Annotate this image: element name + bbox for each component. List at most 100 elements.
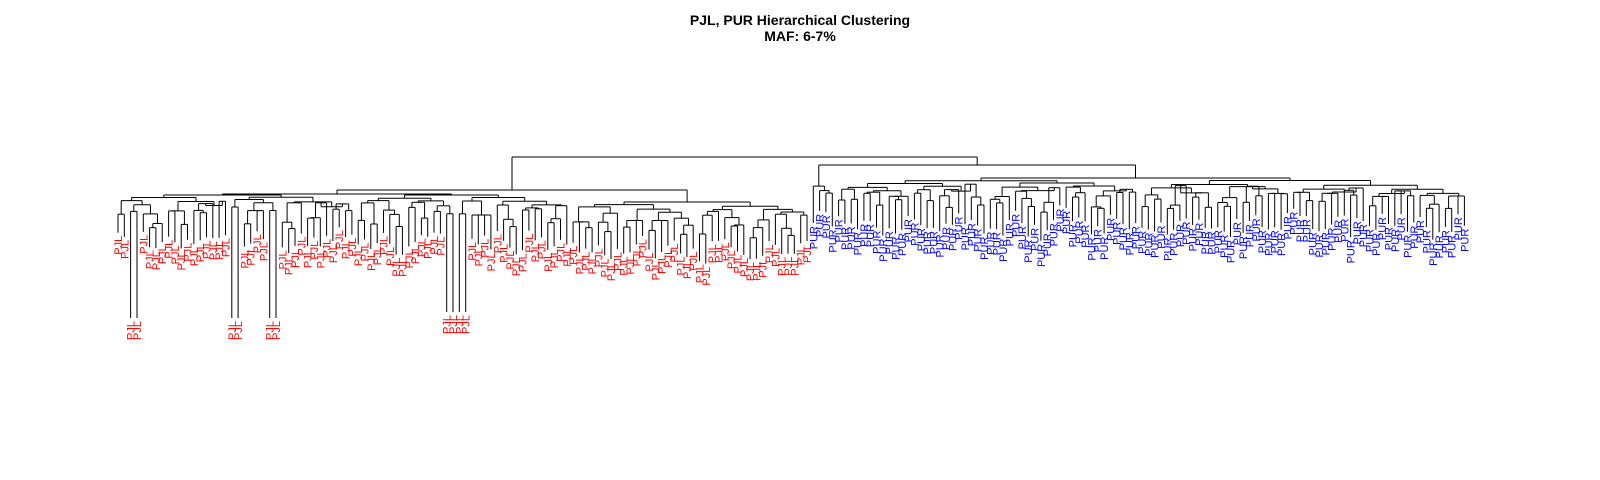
leaf-label: PUR [1181,222,1193,245]
leaf-label: PJL [284,256,296,275]
leaf-label: PUR [1017,226,1029,249]
leaf-label: PJL [739,258,751,277]
leaf-label: PJL [341,240,353,259]
leaf-label: PUR [1244,224,1256,247]
leaf-label: PJL [461,315,473,334]
leaf-label: PJL [581,252,593,271]
leaf-label: PUR [960,227,972,250]
leaf-label: PJL [183,243,195,262]
leaf-label: PUR [834,219,846,242]
leaf-label: PJL [454,315,466,334]
leaf-label: PUR [808,226,820,249]
leaf-label: PJL [246,247,258,266]
leaf-label: PJL [568,246,580,265]
leaf-label: PJL [397,258,409,277]
leaf-label: PUR [1150,235,1162,258]
leaf-label: PJL [195,243,207,262]
leaf-label: PJL [214,241,226,260]
leaf-label: PUR [840,227,852,250]
leaf-label: PJL [764,244,776,263]
leaf-label: PJL [492,234,504,253]
leaf-label: PJL [435,237,447,256]
leaf-label: PUR [1194,223,1206,246]
leaf-label: PJL [170,245,182,264]
leaf-label: PJL [271,321,283,340]
leaf-label: PJL [537,240,549,259]
leaf-label: PUR [992,232,1004,255]
leaf-label: PUR [1074,220,1086,243]
leaf-label: PJL [221,238,233,257]
chart-subtitle: MAF: 6-7% [764,28,836,44]
leaf-label: PJL [157,245,169,264]
leaf-label: PJL [366,252,378,271]
leaf-label: PUR [1061,211,1073,234]
leaf-label: PJL [612,252,624,271]
leaf-label: PUR [1137,231,1149,254]
leaf-label: PJL [208,241,220,260]
leaf-label: PJL [303,249,315,268]
leaf-label: PJL [638,239,650,258]
leaf-label: PJL [151,251,163,270]
leaf-label: PUR [1453,217,1465,240]
leaf-label: PUR [1295,219,1307,242]
leaf-label: PUR [922,231,934,254]
leaf-label: PJL [416,238,428,257]
leaf-label: PJL [751,262,763,281]
leaf-label: PUR [815,214,827,237]
leaf-label: PJL [164,240,176,259]
leaf-label: PUR [998,239,1010,262]
leaf-label: PUR [909,222,921,245]
leaf-label: PJL [113,236,125,255]
leaf-label: PUR [1377,217,1389,240]
leaf-label: PJL [410,245,422,264]
leaf-label: PUR [1099,237,1111,260]
leaf-label: PUR [1232,222,1244,245]
dendrogram-leaf-labels: PJLPJLPJLPJLPJLPJLPJLPJLPJLPJLPJLPJLPJLP… [113,208,1471,340]
leaf-label: PUR [1004,223,1016,246]
leaf-label: PJL [676,257,688,276]
leaf-label: PJL [252,234,264,253]
leaf-label: PUR [1188,228,1200,251]
leaf-label: PUR [1023,239,1035,262]
leaf-label: PJL [745,262,757,281]
leaf-label: PJL [309,241,321,260]
leaf-label: PUR [1320,232,1332,255]
leaf-label: PJL [467,242,479,261]
leaf-label: PJL [714,244,726,263]
leaf-label: PJL [644,253,656,272]
leaf-label: PJL [322,239,334,258]
leaf-label: PUR [1049,223,1061,246]
leaf-label: PUR [1447,235,1459,258]
leaf-label: PUR [1124,232,1136,255]
leaf-label: PUR [1226,240,1238,263]
leaf-label: PJL [511,257,523,276]
leaf-label: PJL [404,249,416,268]
leaf-label: PUR [1289,212,1301,235]
leaf-label: PJL [625,256,637,275]
leaf-label: PJL [499,244,511,263]
leaf-label: PJL [227,321,239,340]
leaf-label: PUR [1421,230,1433,253]
leaf-label: PJL [360,242,372,261]
leaf-label: PJL [720,242,732,261]
leaf-label: PUR [1282,216,1294,239]
leaf-label: PJL [657,255,669,274]
leaf-label: PUR [941,227,953,250]
leaf-label: PUR [1346,240,1358,263]
leaf-label: PUR [1327,228,1339,251]
leaf-label: PUR [1213,230,1225,253]
leaf-label: PUR [853,232,865,255]
leaf-label: PUR [1105,218,1117,241]
leaf-label: PJL [587,255,599,274]
leaf-label: PUR [1162,238,1174,261]
leaf-label: PJL [802,244,814,263]
leaf-label: PUR [1207,231,1219,254]
leaf-label: PUR [827,229,839,252]
leaf-label: PUR [1371,233,1383,256]
leaf-label: PUR [1434,235,1446,258]
leaf-label: PJL [126,321,138,340]
leaf-label: PUR [865,224,877,247]
leaf-label: PUR [1403,235,1415,258]
leaf-label: PJL [688,252,700,271]
